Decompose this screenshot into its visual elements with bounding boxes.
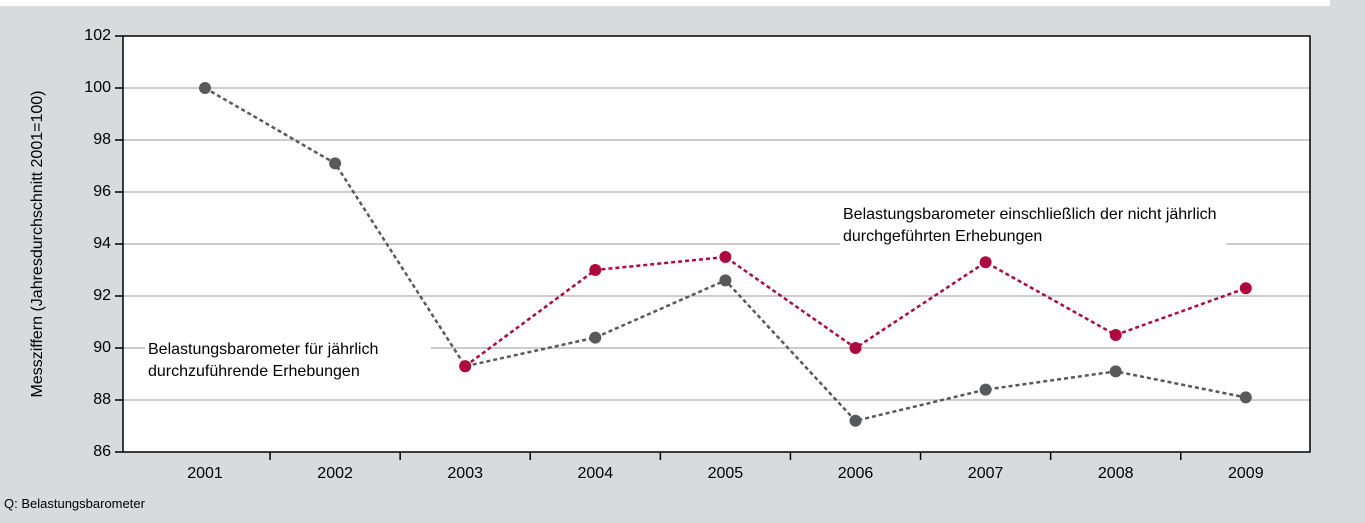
x-tick-label: 2002 <box>317 465 353 482</box>
point <box>719 251 732 263</box>
y-tick-label: 86 <box>93 443 111 460</box>
y-tick-label: 102 <box>84 27 111 44</box>
x-tick-label: 2004 <box>578 465 614 482</box>
point <box>459 360 472 373</box>
y-tick-label: 98 <box>93 131 111 148</box>
x-tick-label: 2003 <box>447 465 483 482</box>
point <box>719 274 732 287</box>
point <box>849 414 862 427</box>
point <box>1239 391 1252 404</box>
point <box>589 331 602 344</box>
point <box>329 157 342 170</box>
x-tick-label: 2006 <box>838 465 874 482</box>
y-tick-label: 90 <box>93 339 111 356</box>
top-band <box>0 0 1330 6</box>
x-tick-label: 2008 <box>1098 465 1134 482</box>
x-tick-label: 2009 <box>1228 465 1264 482</box>
x-tick-label: 2005 <box>708 465 744 482</box>
point <box>199 82 211 94</box>
point <box>979 256 992 269</box>
x-tick-label: 2007 <box>968 465 1004 482</box>
point <box>1239 282 1252 295</box>
plot-border <box>122 35 1311 453</box>
point <box>1109 329 1122 341</box>
y-tick-label: 100 <box>84 79 111 96</box>
series-label: Belastungsbarometer für jährlich durchzu… <box>145 339 431 383</box>
y-tick-label: 94 <box>93 235 111 252</box>
y-tick-label: 92 <box>93 287 111 304</box>
point <box>979 383 992 396</box>
point <box>589 264 602 276</box>
y-tick-label: 96 <box>93 183 111 200</box>
source: Q: Belastungsbarometer <box>4 496 145 511</box>
series-label: Belastungsbarometer einschließlich der n… <box>840 204 1226 248</box>
point <box>849 342 862 354</box>
y-tick-label: 88 <box>93 391 111 408</box>
y-axis-label: Messziffern (Jahresdurchschnitt 2001=100… <box>29 91 46 398</box>
x-tick-label: 2001 <box>187 465 223 482</box>
point <box>1109 365 1122 378</box>
